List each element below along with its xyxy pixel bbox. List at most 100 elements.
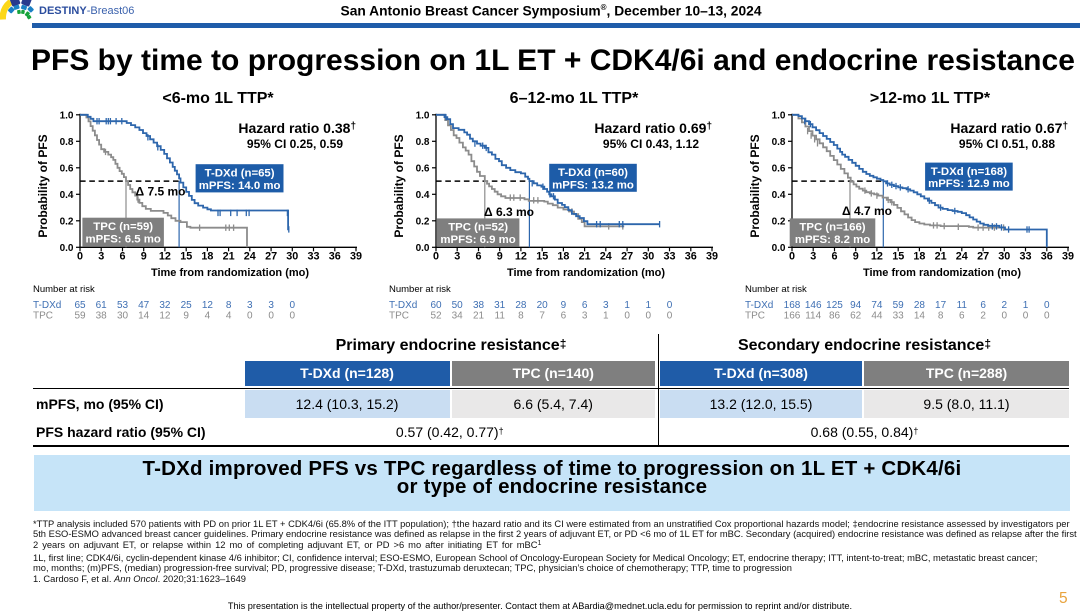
svg-text:18: 18 bbox=[201, 251, 213, 263]
svg-text:59: 59 bbox=[893, 300, 905, 311]
svg-text:6: 6 bbox=[831, 251, 837, 263]
svg-text:3: 3 bbox=[603, 300, 609, 311]
svg-text:6: 6 bbox=[980, 300, 986, 311]
svg-text:T-DXd (n=168): T-DXd (n=168) bbox=[931, 166, 1007, 178]
svg-text:Hazard ratio 0.38†: Hazard ratio 0.38† bbox=[238, 120, 356, 136]
svg-text:Time from randomization (mo): Time from randomization (mo) bbox=[863, 267, 1021, 279]
svg-text:12: 12 bbox=[159, 251, 171, 263]
svg-text:38: 38 bbox=[473, 300, 485, 311]
svg-text:T-DXd: T-DXd bbox=[33, 300, 61, 311]
svg-text:52: 52 bbox=[430, 310, 442, 321]
svg-text:0.4: 0.4 bbox=[60, 190, 74, 201]
svg-text:0: 0 bbox=[1044, 300, 1050, 311]
svg-text:0: 0 bbox=[624, 310, 630, 321]
svg-text:9: 9 bbox=[853, 251, 859, 263]
svg-text:TPC (n=59): TPC (n=59) bbox=[93, 221, 153, 233]
svg-text:62: 62 bbox=[850, 310, 862, 321]
svg-text:0: 0 bbox=[290, 300, 296, 311]
svg-text:Time from randomization (mo): Time from randomization (mo) bbox=[507, 267, 665, 279]
svg-text:0: 0 bbox=[290, 310, 296, 321]
svg-text:86: 86 bbox=[829, 310, 841, 321]
svg-text:12: 12 bbox=[871, 251, 883, 263]
svg-text:21: 21 bbox=[935, 251, 947, 263]
svg-text:1: 1 bbox=[624, 300, 630, 311]
svg-text:34: 34 bbox=[452, 310, 464, 321]
svg-text:33: 33 bbox=[893, 310, 905, 321]
svg-text:3: 3 bbox=[98, 251, 104, 263]
svg-text:T-DXd: T-DXd bbox=[389, 300, 417, 311]
svg-text:0.8: 0.8 bbox=[60, 137, 74, 148]
svg-text:8: 8 bbox=[226, 300, 232, 311]
svg-text:0: 0 bbox=[646, 310, 652, 321]
svg-text:146: 146 bbox=[805, 300, 822, 311]
svg-text:Number at risk: Number at risk bbox=[33, 284, 95, 295]
svg-text:33: 33 bbox=[663, 251, 675, 263]
svg-text:33: 33 bbox=[307, 251, 319, 263]
svg-text:2: 2 bbox=[980, 310, 986, 321]
svg-text:30: 30 bbox=[117, 310, 129, 321]
svg-text:9: 9 bbox=[561, 300, 567, 311]
svg-text:14: 14 bbox=[914, 310, 926, 321]
svg-text:TPC: TPC bbox=[33, 310, 53, 321]
svg-text:0.8: 0.8 bbox=[772, 137, 786, 148]
svg-text:mPFS: 6.5 mo: mPFS: 6.5 mo bbox=[86, 233, 161, 245]
svg-text:0: 0 bbox=[667, 310, 673, 321]
svg-text:36: 36 bbox=[1041, 251, 1053, 263]
svg-text:9: 9 bbox=[183, 310, 189, 321]
svg-text:32: 32 bbox=[159, 300, 171, 311]
svg-text:0: 0 bbox=[1002, 310, 1008, 321]
svg-text:18: 18 bbox=[557, 251, 569, 263]
svg-text:0: 0 bbox=[667, 300, 673, 311]
svg-text:0: 0 bbox=[77, 251, 83, 263]
svg-text:27: 27 bbox=[265, 251, 277, 263]
svg-text:21: 21 bbox=[223, 251, 235, 263]
svg-text:<6-mo 1L TTP*: <6-mo 1L TTP* bbox=[162, 90, 274, 107]
svg-text:0: 0 bbox=[789, 251, 795, 263]
svg-text:11: 11 bbox=[495, 310, 506, 321]
svg-text:Probability of PFS: Probability of PFS bbox=[36, 134, 50, 237]
svg-text:24: 24 bbox=[244, 251, 256, 263]
svg-text:7: 7 bbox=[539, 310, 545, 321]
svg-text:6: 6 bbox=[119, 251, 125, 263]
svg-text:114: 114 bbox=[805, 310, 821, 321]
svg-text:6–12-mo 1L TTP*: 6–12-mo 1L TTP* bbox=[510, 90, 639, 107]
svg-text:mPFS: 14.0 mo: mPFS: 14.0 mo bbox=[199, 180, 281, 192]
svg-text:12: 12 bbox=[202, 300, 214, 311]
svg-text:T-DXd: T-DXd bbox=[745, 300, 773, 311]
svg-text:TPC: TPC bbox=[745, 310, 765, 321]
svg-text:39: 39 bbox=[1062, 251, 1074, 263]
svg-text:Probability of PFS: Probability of PFS bbox=[748, 134, 762, 237]
svg-text:31: 31 bbox=[494, 300, 506, 311]
svg-text:168: 168 bbox=[784, 300, 801, 311]
svg-text:6: 6 bbox=[475, 251, 481, 263]
svg-text:1.0: 1.0 bbox=[416, 110, 430, 121]
svg-text:30: 30 bbox=[642, 251, 654, 263]
svg-text:>12-mo 1L TTP*: >12-mo 1L TTP* bbox=[870, 90, 991, 107]
svg-text:15: 15 bbox=[180, 251, 192, 263]
svg-text:0.4: 0.4 bbox=[772, 190, 786, 201]
svg-text:95% CI 0.43, 1.12: 95% CI 0.43, 1.12 bbox=[603, 137, 699, 151]
svg-text:0.0: 0.0 bbox=[60, 243, 74, 254]
svg-text:8: 8 bbox=[518, 310, 524, 321]
svg-text:0: 0 bbox=[247, 310, 253, 321]
svg-text:Δ 4.7 mo: Δ 4.7 mo bbox=[842, 204, 892, 218]
svg-text:61: 61 bbox=[96, 300, 108, 311]
svg-text:0: 0 bbox=[268, 310, 274, 321]
svg-text:9: 9 bbox=[497, 251, 503, 263]
svg-text:T-DXd (n=65): T-DXd (n=65) bbox=[205, 167, 275, 179]
svg-text:15: 15 bbox=[536, 251, 548, 263]
svg-text:65: 65 bbox=[74, 300, 86, 311]
svg-text:33: 33 bbox=[1019, 251, 1031, 263]
svg-text:14: 14 bbox=[138, 310, 150, 321]
svg-text:28: 28 bbox=[515, 300, 527, 311]
svg-text:Hazard ratio 0.69†: Hazard ratio 0.69† bbox=[594, 120, 712, 136]
svg-text:27: 27 bbox=[621, 251, 633, 263]
svg-text:1.0: 1.0 bbox=[772, 110, 786, 121]
svg-text:1: 1 bbox=[1023, 300, 1029, 311]
svg-text:TPC (n=52): TPC (n=52) bbox=[448, 222, 508, 234]
svg-text:6: 6 bbox=[582, 300, 588, 311]
svg-text:0.2: 0.2 bbox=[60, 216, 74, 227]
svg-text:9: 9 bbox=[141, 251, 147, 263]
svg-text:6: 6 bbox=[959, 310, 965, 321]
svg-text:50: 50 bbox=[452, 300, 464, 311]
